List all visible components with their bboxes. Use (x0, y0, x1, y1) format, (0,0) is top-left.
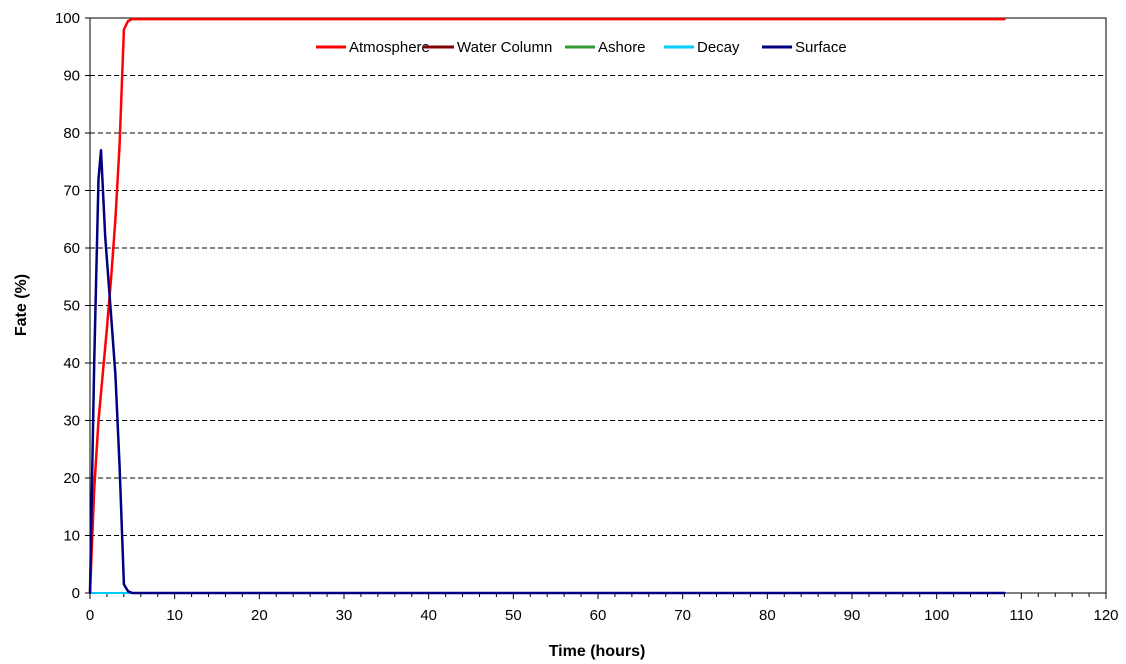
y-tick-label: 60 (63, 240, 80, 257)
legend-label: Decay (697, 39, 740, 56)
x-tick-label: 30 (336, 607, 353, 624)
y-axis-title: Fate (%) (13, 274, 30, 336)
y-tick-label: 0 (72, 585, 80, 602)
y-tick-label: 100 (55, 10, 80, 27)
legend-label: Ashore (598, 39, 646, 56)
series-line-atmosphere (88, 17, 1006, 595)
x-axis-tick-labels: 0 10 20 30 40 50 60 70 80 90 100 110 120 (86, 607, 1119, 624)
x-tick-label: 120 (1093, 607, 1118, 624)
x-axis-title: Time (hours) (549, 643, 646, 660)
y-tick-label: 80 (63, 125, 80, 142)
y-tick-label: 50 (63, 298, 80, 315)
x-tick-label: 90 (844, 607, 861, 624)
grid-lines (90, 17, 1106, 536)
legend: Atmosphere Water Column Ashore Decay Surface (316, 39, 847, 56)
x-tick-label: 70 (674, 607, 691, 624)
x-tick-label: 20 (251, 607, 268, 624)
x-tick-label: 60 (590, 607, 607, 624)
x-tick-label: 0 (86, 607, 94, 624)
x-tick-label: 40 (420, 607, 437, 624)
x-tick-label: 10 (166, 607, 183, 624)
legend-label: Water Column (457, 39, 552, 56)
x-tick-label: 110 (1009, 607, 1033, 624)
y-tick-label: 20 (63, 470, 80, 487)
x-tick-label: 80 (759, 607, 776, 624)
series-line-surface (88, 149, 1006, 595)
series-lines (88, 17, 1006, 595)
axes (85, 17, 1107, 599)
x-tick-label: 50 (505, 607, 522, 624)
y-tick-label: 40 (63, 355, 80, 372)
y-tick-label: 70 (63, 183, 80, 200)
y-axis-tick-labels: 0 10 20 30 40 50 60 70 80 90 100 (55, 10, 80, 602)
y-tick-label: 30 (63, 413, 80, 430)
y-tick-label: 10 (63, 528, 80, 545)
y-tick-label: 90 (63, 68, 80, 85)
x-tick-label: 100 (924, 607, 949, 624)
legend-label: Surface (795, 39, 847, 56)
legend-label: Atmosphere (349, 39, 430, 56)
